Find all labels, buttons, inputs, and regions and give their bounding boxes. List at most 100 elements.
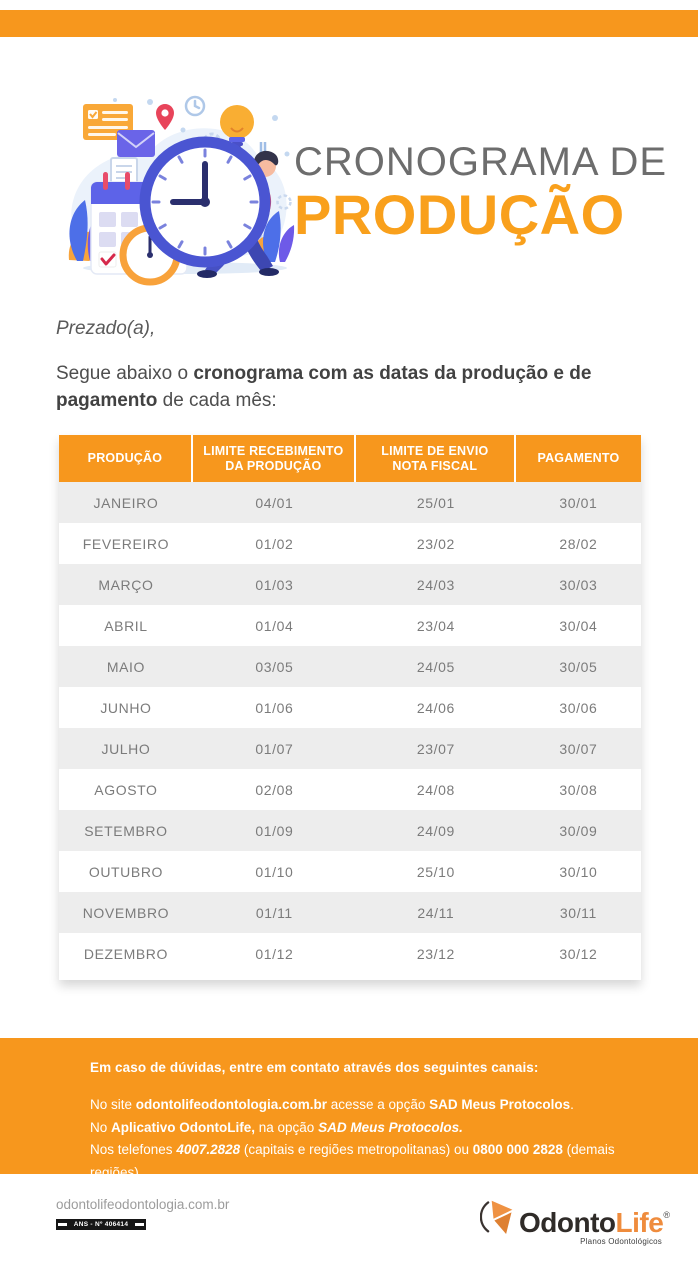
date-cell: 23/07	[416, 740, 455, 757]
intro-paragraph: Segue abaixo o cronograma com as datas d…	[56, 360, 660, 414]
date-cell: 30/05	[559, 658, 598, 675]
date-cell: 30/04	[559, 617, 598, 634]
month-cell: FEVEREIRO	[82, 535, 170, 552]
table-header-row: PRODUÇÃO LIMITE RECEBIMENTO DA PRODUÇÃO …	[59, 435, 641, 482]
date-cell: 03/05	[255, 658, 294, 675]
table-body: JANEIRO 04/01 25/01 30/01 FEVEREIRO 01/02 23/0…	[59, 482, 641, 974]
date-cell: 02/08	[255, 781, 294, 798]
date-cell: 30/09	[559, 822, 598, 839]
date-cell: 25/01	[416, 494, 455, 511]
date-cell: 01/11	[255, 904, 293, 921]
logo-odonto: Odonto	[519, 1207, 616, 1238]
logo-life: Life	[615, 1207, 664, 1238]
contact-line-3: Nos telefones 4007.2828 (capitais e regi…	[90, 1139, 662, 1184]
date-cell: 01/03	[255, 576, 294, 593]
column-header-limite-envio-nf: LIMITE DE ENVIO NOTA FISCAL	[355, 435, 516, 482]
month-cell: SETEMBRO	[84, 822, 168, 839]
page-title: CRONOGRAMA DE PRODUÇÃO	[294, 140, 667, 246]
date-cell: 25/10	[416, 863, 455, 880]
contact-box: Em caso de dúvidas, entre em contato atr…	[0, 1038, 698, 1180]
date-cell: 24/06	[416, 699, 455, 716]
date-cell: 30/11	[559, 904, 597, 921]
contact-line-1: No site odontolifeodontologia.com.br ace…	[90, 1094, 662, 1117]
month-cell: OUTUBRO	[88, 863, 164, 880]
date-cell: 30/06	[559, 699, 598, 716]
date-cell: 30/03	[559, 576, 598, 593]
date-cell: 28/02	[559, 535, 598, 552]
date-cell: 01/02	[255, 535, 294, 552]
table-row-novembro: NOVEMBRO 01/11 24/11 30/11	[59, 892, 641, 933]
title-line-1: CRONOGRAMA DE	[294, 140, 668, 184]
contact-text-segment: No site	[90, 1097, 136, 1112]
intro-text-bold: cronograma com as datas da produção e de…	[56, 363, 592, 411]
ans-registration-number: ANS - Nº 406414	[73, 1221, 129, 1228]
date-cell: 30/01	[559, 494, 598, 511]
contact-text-segment: 0800 000 2828	[472, 1142, 563, 1157]
date-cell: 01/09	[255, 822, 294, 839]
footer-website: odontolifeodontologia.com.br	[56, 1197, 230, 1212]
contact-line-2: No Aplicativo OdontoLife, na opção SAD M…	[90, 1117, 662, 1140]
table-row-maio: MAIO 03/05 24/05 30/05	[59, 646, 641, 687]
contact-text-segment: Nos telefones	[90, 1142, 177, 1157]
table-row-junho: JUNHO 01/06 24/06 30/06	[59, 687, 641, 728]
date-cell: 30/12	[559, 945, 598, 962]
map-pin-icon	[156, 104, 174, 130]
month-cell: ABRIL	[104, 617, 148, 634]
table-row-dezembro: DEZEMBRO 01/12 23/12 30/12	[59, 933, 641, 974]
header-illustration	[68, 95, 295, 286]
table-row-outubro: OUTUBRO 01/10 25/10 30/10	[59, 851, 641, 892]
month-cell: MAIO	[106, 658, 146, 675]
odontolife-logo-icon	[480, 1200, 513, 1234]
date-cell: 01/07	[255, 740, 294, 757]
small-clock-icon	[184, 95, 206, 117]
odontolife-logo: OdontoLife® Planos Odontológicos	[480, 1194, 672, 1246]
date-cell: 24/03	[416, 576, 455, 593]
lightbulb-icon	[220, 105, 254, 149]
clock-icon	[139, 136, 271, 268]
contact-text-segment: 4007.2828	[176, 1142, 241, 1157]
contact-heading: Em caso de dúvidas, entre em contato atr…	[90, 1060, 539, 1075]
envelope-icon	[117, 130, 155, 157]
odontolife-logo-text: OdontoLife®	[519, 1194, 670, 1244]
column-header-limite-recebimento: LIMITE RECEBIMENTO DA PRODUÇÃO	[192, 435, 356, 482]
date-cell: 30/10	[559, 863, 598, 880]
column-header-producao: PRODUÇÃO	[59, 435, 193, 482]
table-row-setembro: SETEMBRO 01/09 24/09 30/09	[59, 810, 641, 851]
date-cell: 01/10	[255, 863, 294, 880]
month-cell: JUNHO	[100, 699, 152, 716]
date-cell: 01/04	[255, 617, 294, 634]
ans-badge-right-dash	[134, 1223, 144, 1226]
table-row-janeiro: JANEIRO 04/01 25/01 30/01	[59, 482, 641, 523]
contact-text-segment: (capitais e regiões metropolitanas) ou	[240, 1142, 473, 1157]
contact-text-segment: na opção	[255, 1119, 319, 1135]
ans-registration-badge: ANS - Nº 406414	[56, 1219, 146, 1230]
date-cell: 01/06	[255, 699, 294, 716]
month-cell: JULHO	[101, 740, 151, 757]
date-cell: 24/09	[416, 822, 455, 839]
contact-lines: No site odontolifeodontologia.com.br ace…	[90, 1094, 662, 1184]
table-row-março: MARÇO 01/03 24/03 30/03	[59, 564, 641, 605]
month-cell: DEZEMBRO	[83, 945, 168, 962]
date-cell: 30/07	[559, 740, 598, 757]
contact-text-segment: odontolifeodontologia.com.br	[135, 1097, 328, 1112]
contact-text-segment: acesse a opção	[327, 1097, 430, 1112]
top-accent-bar	[0, 10, 698, 37]
intro-text-suffix: de cada mês:	[157, 390, 277, 411]
month-cell: NOVEMBRO	[82, 904, 170, 921]
date-cell: 23/12	[416, 945, 455, 962]
month-cell: JANEIRO	[93, 494, 159, 511]
date-cell: 24/05	[416, 658, 455, 675]
registered-mark: ®	[663, 1210, 670, 1220]
title-line-2: PRODUÇÃO	[294, 183, 625, 246]
contact-text-segment: SAD Meus Protocolos.	[318, 1119, 463, 1135]
date-cell: 23/02	[416, 535, 455, 552]
contact-text-segment: Aplicativo OdontoLife,	[111, 1119, 256, 1135]
contact-text-segment: (demais regiões).	[90, 1142, 615, 1180]
table-row-fevereiro: FEVEREIRO 01/02 23/02 28/02	[59, 523, 641, 564]
contact-text-segment: .	[570, 1097, 574, 1112]
date-cell: 24/11	[417, 904, 455, 921]
contact-text-segment: SAD Meus Protocolos	[429, 1097, 571, 1112]
table-row-agosto: AGOSTO 02/08 24/08 30/08	[59, 769, 641, 810]
month-cell: MARÇO	[98, 576, 154, 593]
